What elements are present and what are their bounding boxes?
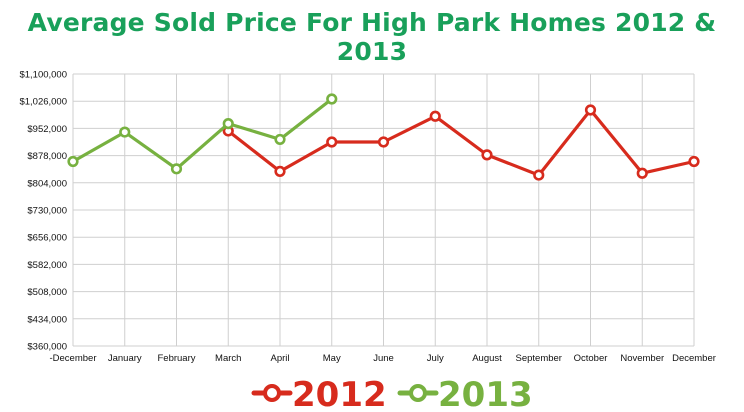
y-tick-label: $1,026,000: [19, 97, 67, 108]
x-tick-label: December: [672, 353, 716, 364]
series-line-2012: [226, 108, 696, 177]
gridlines: [72, 73, 695, 347]
x-tick-label: January: [108, 353, 142, 364]
y-tick-label: $582,000: [27, 260, 67, 271]
data-point-2012: [377, 136, 390, 148]
legend: 2012 2013: [251, 375, 533, 412]
data-point-2013: [222, 118, 234, 130]
y-tick-label: $508,000: [27, 287, 67, 298]
y-tick-label: $804,000: [27, 178, 67, 189]
axis-labels: $360,000 $434,000 $508,000 $582,000 $656,000…: [19, 70, 715, 365]
chart-title: Average Sold Price For High Park Homes 2…: [27, 8, 717, 66]
y-tick-label: $730,000: [27, 206, 67, 217]
legend-label-2013: 2013: [438, 375, 533, 412]
series: [67, 93, 700, 181]
data-point-2012: [274, 165, 286, 178]
y-tick-label: $656,000: [27, 233, 67, 244]
data-point-2013: [67, 155, 79, 168]
data-point-2013: [274, 133, 286, 146]
x-tick-label: June: [373, 353, 394, 364]
x-tick-label: September: [516, 353, 562, 364]
x-tick-label: March: [215, 353, 241, 364]
legend-marker-circle-2012: [263, 384, 281, 402]
data-point-2012: [688, 155, 700, 168]
y-tick-label: $952,000: [27, 124, 67, 135]
data-point-2013: [326, 93, 338, 105]
legend-item-2013: 2013: [397, 375, 533, 412]
data-point-2012: [429, 110, 441, 122]
x-tick-label: July: [427, 353, 444, 364]
data-point-2012: [533, 169, 545, 181]
x-tick-label: -December: [50, 353, 97, 364]
data-point-2012: [326, 136, 338, 148]
x-tick-label: October: [574, 353, 608, 364]
y-tick-label: $1,100,000: [19, 70, 67, 81]
x-tick-label: April: [270, 353, 289, 364]
data-point-2012: [584, 104, 597, 116]
series-line-2013: [71, 97, 334, 171]
data-point-2013: [119, 126, 131, 138]
data-point-2013: [170, 163, 183, 175]
x-tick-label: February: [157, 353, 195, 364]
legend-item-2012: 2012: [251, 375, 387, 412]
data-point-2012: [481, 149, 493, 161]
x-tick-label: May: [323, 353, 341, 364]
legend-label-2012: 2012: [292, 375, 387, 412]
y-tick-label: $878,000: [27, 151, 67, 162]
data-point-2012: [636, 167, 648, 179]
y-tick-label: $360,000: [27, 342, 67, 353]
y-tick-label: $434,000: [27, 314, 67, 325]
x-tick-label: November: [620, 353, 664, 364]
x-tick-label: August: [472, 353, 502, 364]
legend-marker-circle-2013: [409, 384, 427, 402]
